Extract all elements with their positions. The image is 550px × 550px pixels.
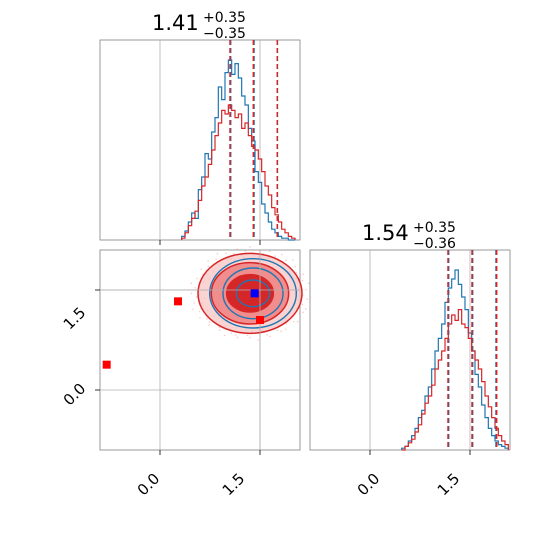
scatter-point [236, 248, 239, 250]
scatter-point [208, 321, 211, 323]
scatter-point [244, 250, 247, 252]
scatter-point [236, 336, 239, 339]
x-tick-label-0-left: 0.0 [134, 470, 164, 500]
scatter-point [292, 320, 295, 323]
contours [100, 246, 312, 450]
scatter-point [281, 253, 283, 256]
scatter-point [304, 308, 307, 310]
scatter-point [190, 292, 193, 295]
contour-panel [99, 249, 301, 451]
x-tick-label-1-right: 1.5 [434, 470, 464, 500]
scatter-point [285, 259, 287, 262]
scatter-point [302, 273, 304, 275]
scatter-point [233, 253, 235, 255]
title-right: 1.54 [362, 221, 409, 245]
scatter-point [284, 328, 287, 331]
scatter-point [276, 329, 279, 331]
scatter-point [249, 246, 251, 248]
scatter-point [223, 334, 226, 337]
scatter-point [302, 311, 304, 314]
scatter-point [295, 271, 298, 274]
scatter-point [193, 302, 196, 304]
scatter-point [256, 249, 259, 251]
scatter-point [192, 308, 194, 311]
scatter-point [207, 265, 210, 268]
scatter-point [307, 282, 310, 285]
scatter-point [190, 282, 193, 285]
histogram-panel-top [99, 39, 301, 241]
scatter-point [230, 332, 232, 335]
scatter-point [195, 296, 198, 298]
title-top: 1.41 [152, 11, 199, 35]
scatter-point [206, 318, 208, 320]
scatter-point [285, 323, 287, 325]
scatter-point [218, 329, 221, 331]
scatter-point [225, 252, 227, 255]
y-tick-label-0: 0.0 [60, 380, 90, 410]
scatter-point [218, 326, 221, 329]
scatter-point [294, 265, 297, 268]
scatter-point [216, 252, 219, 255]
x-tick-label-1-left: 1.5 [219, 470, 249, 500]
marker-0 [102, 360, 111, 369]
x-tick-label-0-right: 0.0 [354, 470, 384, 500]
scatter-point [306, 298, 309, 300]
title-top-sub: −0.35 [203, 26, 246, 42]
scatter-point [198, 310, 201, 313]
scatter-point [292, 259, 294, 261]
scatter-point [274, 255, 276, 257]
scatter-point [200, 268, 203, 271]
scatter-point [234, 334, 237, 336]
marker-1 [174, 297, 182, 306]
axis-ticks [95, 240, 471, 455]
histogram-top [181, 40, 296, 241]
title-top-value: 1.41 [152, 11, 199, 35]
title-top-sup: +0.35 [203, 10, 246, 26]
scatter-point [301, 279, 304, 282]
scatter-point [269, 335, 272, 338]
scatter-point [208, 324, 210, 326]
scatter-point [296, 320, 299, 323]
scatter-point [280, 330, 282, 332]
histogram-red [181, 104, 296, 240]
scatter-point [309, 296, 312, 299]
scatter-point [194, 286, 197, 289]
contour-blue-2 [208, 257, 298, 329]
contour-red-2 [225, 273, 275, 313]
title-right-sub: −0.36 [413, 236, 456, 252]
histogram-blue [181, 59, 295, 241]
marker-2 [256, 316, 264, 324]
title-right-value: 1.54 [362, 221, 409, 245]
histogram-blue [401, 269, 509, 450]
contour-blue-1 [222, 267, 284, 320]
y-tick-label-1: 1.5 [60, 304, 90, 334]
markers [102, 289, 264, 369]
scatter-point [246, 334, 249, 337]
scatter-point [298, 312, 301, 315]
scatter-point [301, 303, 304, 305]
histogram-right [401, 250, 509, 451]
title-right-sup: +0.35 [413, 220, 456, 236]
scatter-point [266, 334, 268, 336]
scatter-point [268, 250, 271, 253]
marker-3 [250, 289, 259, 298]
scatter-point [207, 260, 209, 262]
contour-blue-0 [235, 279, 271, 308]
histogram-red [401, 309, 509, 451]
scatter-point [305, 288, 308, 291]
histogram-panel-right [309, 249, 511, 451]
scatter-point [257, 339, 259, 341]
scatter-point [199, 317, 201, 319]
scatter-point [196, 277, 198, 280]
scatter-point [215, 258, 217, 260]
scatter-point [249, 336, 251, 339]
